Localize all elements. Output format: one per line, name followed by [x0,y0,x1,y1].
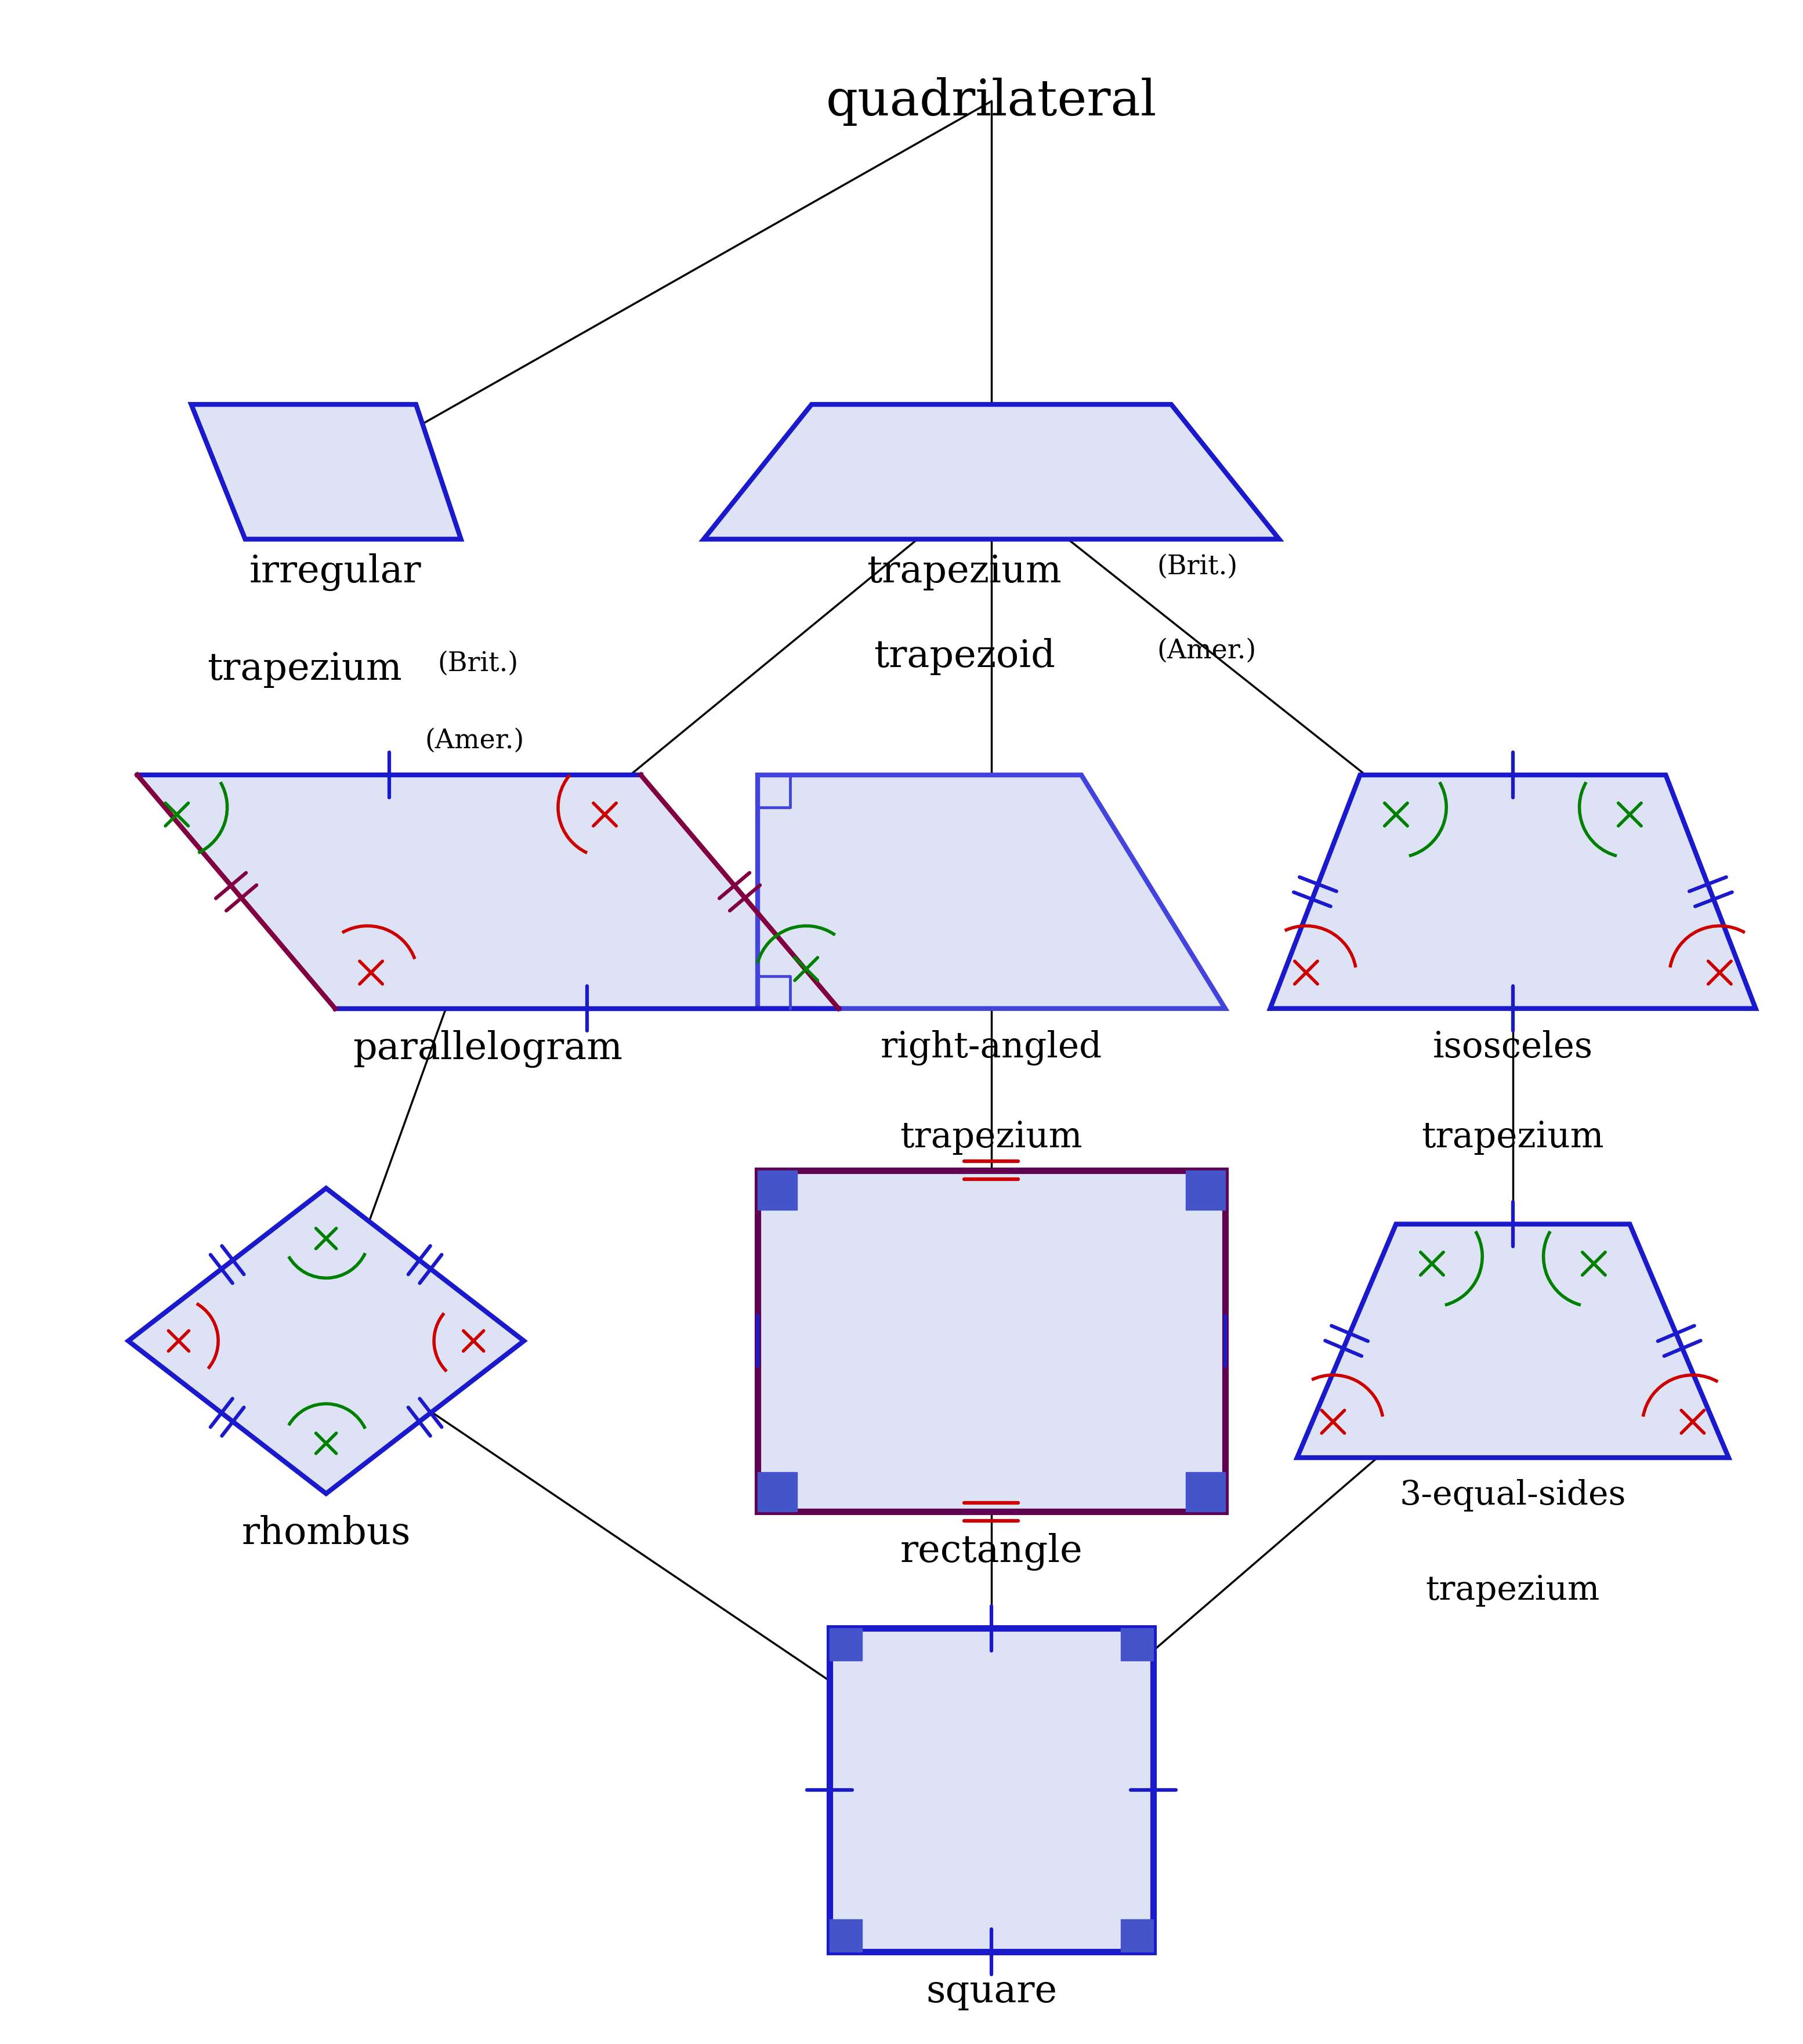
Polygon shape [757,1171,1226,1513]
Polygon shape [757,775,1226,1008]
Text: trapezoid: trapezoid [874,638,1055,675]
Polygon shape [128,1188,525,1494]
Text: (Brit.): (Brit.) [1158,554,1237,580]
Text: 3-equal-sides: 3-equal-sides [1399,1480,1626,1513]
Text: trapezium: trapezium [207,650,402,687]
Bar [1121,1629,1154,1660]
Polygon shape [703,405,1278,540]
Text: irregular: irregular [249,554,422,591]
Text: (Brit.): (Brit.) [438,650,517,677]
Text: trapezium: trapezium [1426,1574,1599,1607]
Text: rhombus: rhombus [242,1515,411,1551]
Text: right-angled: right-angled [880,1030,1102,1065]
Polygon shape [1269,775,1756,1008]
Polygon shape [1296,1224,1729,1457]
Text: quadrilateral: quadrilateral [826,78,1158,125]
Text: parallelogram: parallelogram [353,1030,622,1067]
Text: trapezium: trapezium [867,554,1062,591]
Text: square: square [925,1972,1057,2011]
Polygon shape [137,775,838,1008]
Polygon shape [829,1629,1154,1952]
Polygon shape [191,405,462,540]
Bar [829,1919,862,1952]
Text: isosceles: isosceles [1433,1030,1594,1065]
Text: (Amer.): (Amer.) [1158,638,1257,664]
Text: trapezium: trapezium [900,1120,1082,1155]
Bar [829,1629,862,1660]
Bar [1186,1472,1226,1513]
Bar [757,1171,797,1210]
Bar [757,1472,797,1513]
Text: rectangle: rectangle [900,1533,1084,1572]
Text: trapezium: trapezium [1421,1120,1605,1155]
Text: (Amer.): (Amer.) [426,728,525,754]
Bar [1121,1919,1154,1952]
Bar [1186,1171,1226,1210]
